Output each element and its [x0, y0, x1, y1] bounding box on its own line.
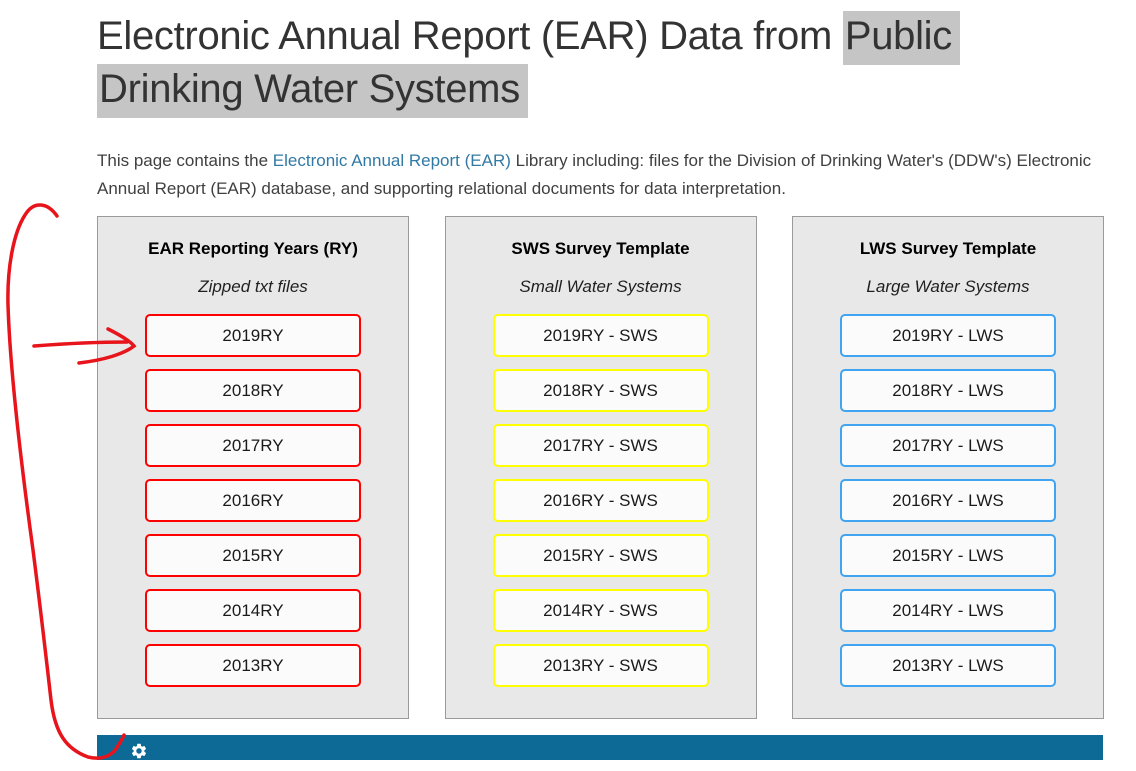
download-button-2018ry-lws[interactable]: 2018RY - LWS: [840, 369, 1056, 412]
panel-title-sws-survey-template: SWS Survey Template: [511, 239, 690, 258]
intro-text-before-link: This page contains the: [97, 151, 273, 170]
download-button-2019ry-sws[interactable]: 2019RY - SWS: [492, 314, 709, 357]
intro-text-after-link: Library including: files for the Divisio…: [97, 151, 1092, 198]
panel-subtitle-lws-survey-template: Large Water Systems: [866, 277, 1030, 296]
download-button-2016ry-sws[interactable]: 2016RY - SWS: [492, 479, 709, 522]
download-button-2016ry-lws[interactable]: 2016RY - LWS: [840, 479, 1056, 522]
panel-lws-survey-template: LWS Survey Template Large Water Systems 20…: [792, 216, 1104, 719]
panel-title-lws-survey-template: LWS Survey Template: [859, 239, 1037, 258]
panel-subtitle-ear-reporting-years: Zipped txt files: [198, 277, 308, 296]
panel-buttons-ear-reporting-years: 2019RY 2018RY 2017RY 2016RY 2015RY 2014RY 2013…: [98, 314, 408, 687]
page-title-normal-text: Electronic Annual Report (EAR) Data from: [97, 14, 832, 58]
page-title: Electronic Annual Report (EAR) Data from…: [97, 0, 1104, 118]
download-button-2014ry-lws[interactable]: 2014RY - LWS: [840, 589, 1056, 632]
page-root: Electronic Annual Report (EAR) Data from…: [97, 0, 1104, 760]
download-button-2014ry[interactable]: 2014RY: [145, 589, 361, 632]
page-title-highlight-public: Public: [842, 11, 960, 65]
panel-subtitle-sws-survey-template: Small Water Systems: [519, 277, 682, 296]
panel-buttons-lws-survey-template: 2019RY - LWS 2018RY - LWS 2017RY - LWS 2016…: [793, 314, 1103, 687]
download-button-2013ry[interactable]: 2013RY: [145, 644, 361, 687]
download-button-2019ry-lws[interactable]: 2019RY - LWS: [840, 314, 1056, 357]
gear-icon[interactable]: [130, 742, 148, 760]
download-button-2014ry-sws[interactable]: 2014RY - SWS: [492, 589, 709, 632]
download-button-2018ry[interactable]: 2018RY: [145, 369, 361, 412]
download-button-2017ry-lws[interactable]: 2017RY - LWS: [840, 424, 1056, 467]
footer-toolbar: [97, 735, 1103, 760]
panel-sws-survey-template: SWS Survey Template Small Water Systems 20…: [444, 216, 757, 719]
download-button-2016ry[interactable]: 2016RY: [145, 479, 361, 522]
download-columns: EAR Reporting Years (RY) Zipped txt files…: [97, 216, 1104, 719]
panel-buttons-sws-survey-template: 2019RY - SWS 2018RY - SWS 2017RY - SWS 2016…: [446, 314, 756, 687]
download-button-2015ry[interactable]: 2015RY: [145, 534, 361, 577]
download-button-2018ry-sws[interactable]: 2018RY - SWS: [492, 369, 709, 412]
page-title-highlight-drinking-water-systems: Drinking Water Systems: [97, 64, 528, 118]
download-button-2015ry-sws[interactable]: 2015RY - SWS: [492, 534, 709, 577]
download-button-2013ry-sws[interactable]: 2013RY - SWS: [492, 644, 709, 687]
ear-library-link[interactable]: Electronic Annual Report (EAR): [272, 151, 511, 170]
intro-paragraph: This page contains the Electronic Annual…: [97, 147, 1104, 203]
download-button-2015ry-lws[interactable]: 2015RY - LWS: [840, 534, 1056, 577]
download-button-2013ry-lws[interactable]: 2013RY - LWS: [840, 644, 1056, 687]
download-button-2019ry[interactable]: 2019RY: [145, 314, 361, 357]
download-button-2017ry-sws[interactable]: 2017RY - SWS: [492, 424, 709, 467]
panel-ear-reporting-years: EAR Reporting Years (RY) Zipped txt files…: [97, 216, 409, 719]
panel-title-ear-reporting-years: EAR Reporting Years (RY): [148, 239, 358, 258]
download-button-2017ry[interactable]: 2017RY: [145, 424, 361, 467]
